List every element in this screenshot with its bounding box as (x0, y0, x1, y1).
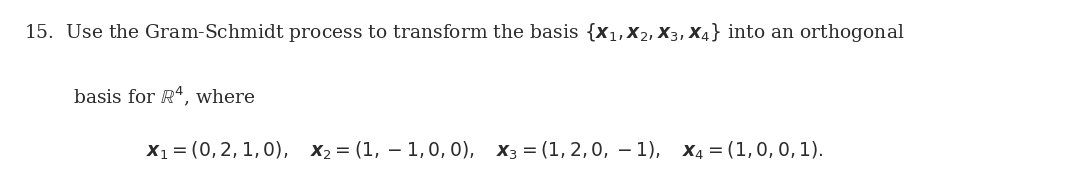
Text: 15.  Use the Gram-Schmidt process to transform the basis $\{\boldsymbol{x}_1, \b: 15. Use the Gram-Schmidt process to tran… (24, 21, 904, 44)
Text: basis for $\mathbb{R}^4$, where: basis for $\mathbb{R}^4$, where (73, 84, 256, 108)
Text: $\boldsymbol{x}_1 = (0, 2, 1, 0),\quad \boldsymbol{x}_2 = (1, -1, 0, 0),\quad \b: $\boldsymbol{x}_1 = (0, 2, 1, 0),\quad \… (146, 140, 824, 162)
